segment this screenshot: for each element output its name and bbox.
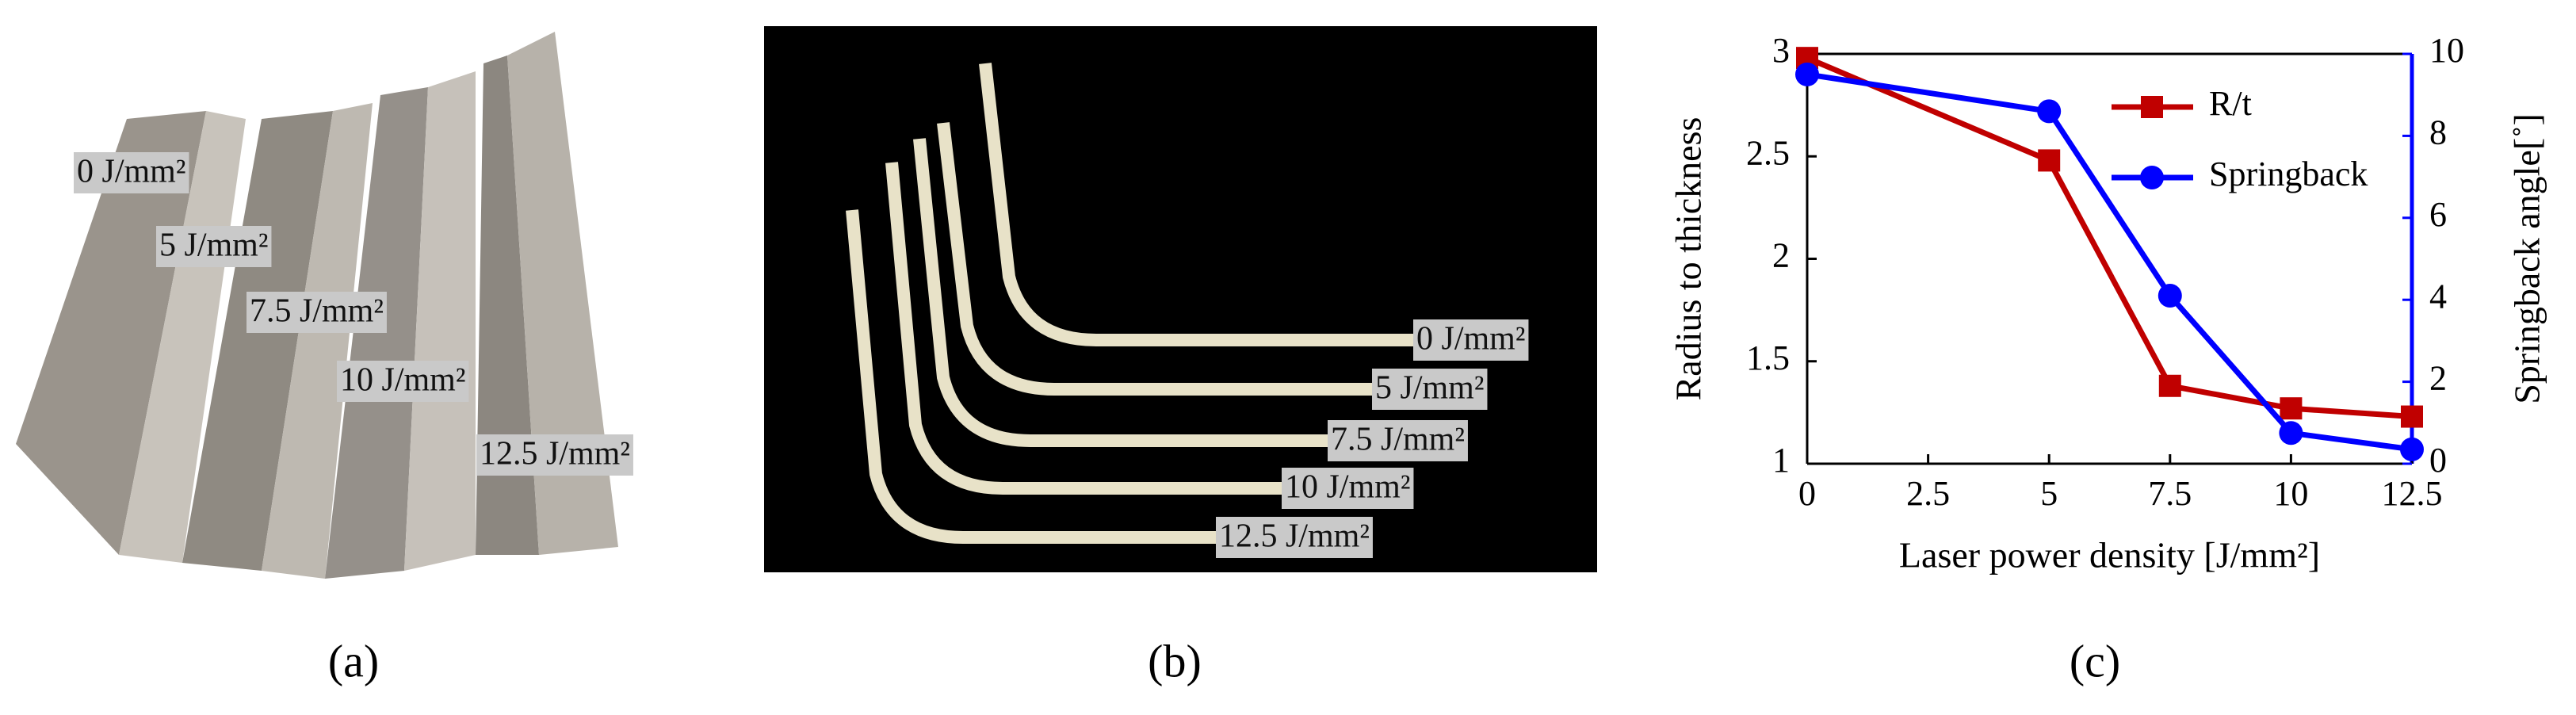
- y2-tick-label: 6: [2429, 195, 2447, 234]
- y2-tick-label: 0: [2429, 441, 2447, 480]
- legend-marker: [2140, 166, 2164, 189]
- label-box: [1216, 517, 1373, 558]
- strip: [476, 55, 539, 555]
- label-box: [337, 361, 469, 402]
- x-axis-label: Laser power density [J/mm²]: [1899, 535, 2320, 575]
- legend-label: R/t: [2209, 84, 2252, 123]
- bend: [937, 122, 1372, 396]
- y2-tick-label: 2: [2429, 359, 2447, 398]
- label-box: [156, 226, 272, 267]
- bend: [979, 63, 1413, 346]
- strip: [404, 71, 476, 571]
- panel-label: (c): [2070, 635, 2120, 686]
- strip: [262, 103, 373, 579]
- y2-tick-label: 4: [2429, 277, 2447, 315]
- label-box: [1328, 420, 1468, 461]
- y2-tick-label: 8: [2429, 113, 2447, 151]
- photo-label: 5 J/mm²: [1375, 370, 1484, 407]
- panel-label: (a): [328, 635, 379, 686]
- label-box: [1282, 468, 1414, 509]
- point: [2400, 437, 2424, 461]
- bend: [913, 138, 1328, 447]
- label-box: [247, 292, 387, 333]
- legend-marker: [2141, 96, 2163, 118]
- x-tick-label: 10: [2273, 474, 2308, 513]
- y-tick-label: 2: [1772, 236, 1790, 275]
- y2-axis-label: Springback angle[˚]: [2507, 113, 2547, 404]
- strip: [182, 111, 333, 571]
- photo-label: 12.5 J/mm²: [1219, 518, 1370, 555]
- point: [2280, 397, 2303, 420]
- label-box: [74, 152, 189, 193]
- photo-label: 10 J/mm²: [340, 362, 465, 399]
- point: [1795, 62, 1819, 86]
- y-tick-label: 2.5: [1746, 133, 1790, 172]
- point: [2157, 284, 2182, 308]
- photo-label: 0 J/mm²: [1416, 321, 1525, 358]
- bends: [846, 63, 1413, 544]
- photo-label: 10 J/mm²: [1285, 469, 1410, 506]
- x-tick-label: 12.5: [2382, 474, 2443, 513]
- point: [2401, 405, 2423, 428]
- label-box: [476, 434, 633, 476]
- y2-tick-label: 10: [2429, 31, 2464, 70]
- legend-label: Springback: [2209, 155, 2368, 193]
- photo-label: 0 J/mm²: [77, 154, 185, 190]
- point: [2037, 99, 2062, 124]
- y-tick-label: 1: [1772, 441, 1790, 480]
- x-tick-label: 2.5: [1906, 474, 1950, 513]
- strip: [507, 32, 618, 555]
- label-box: [1413, 319, 1529, 361]
- x-tick-label: 0: [1798, 474, 1816, 513]
- photo-label: 7.5 J/mm²: [1331, 422, 1465, 458]
- point: [2158, 374, 2181, 397]
- photo-label: 7.5 J/mm²: [250, 293, 384, 330]
- point: [2279, 421, 2303, 445]
- bend: [846, 209, 1216, 544]
- y-tick-label: 1.5: [1746, 338, 1790, 377]
- y-tick-label: 3: [1772, 31, 1790, 70]
- photo-a: [16, 32, 618, 579]
- point: [2038, 149, 2061, 172]
- x-tick-label: 7.5: [2148, 474, 2192, 513]
- photo-label: 5 J/mm²: [159, 228, 268, 264]
- strip: [16, 111, 206, 555]
- x-tick-label: 5: [2040, 474, 2058, 513]
- photo-label: 12.5 J/mm²: [480, 436, 630, 472]
- strip: [119, 111, 246, 563]
- series-line: [1806, 55, 2413, 420]
- label-box: [1372, 369, 1488, 410]
- series-line: [1806, 71, 2413, 453]
- panel-label: (b): [1148, 635, 1202, 686]
- bend: [885, 162, 1282, 495]
- y-axis-label: Radius to thickness: [1668, 117, 1709, 401]
